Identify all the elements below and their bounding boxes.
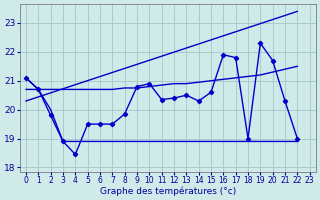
X-axis label: Graphe des températures (°c): Graphe des températures (°c) [100,186,236,196]
